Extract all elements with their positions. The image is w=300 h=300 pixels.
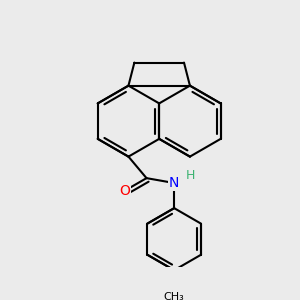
Text: CH₃: CH₃: [164, 292, 184, 300]
Text: N: N: [169, 176, 179, 190]
Text: H: H: [186, 169, 195, 182]
Text: O: O: [119, 184, 130, 198]
